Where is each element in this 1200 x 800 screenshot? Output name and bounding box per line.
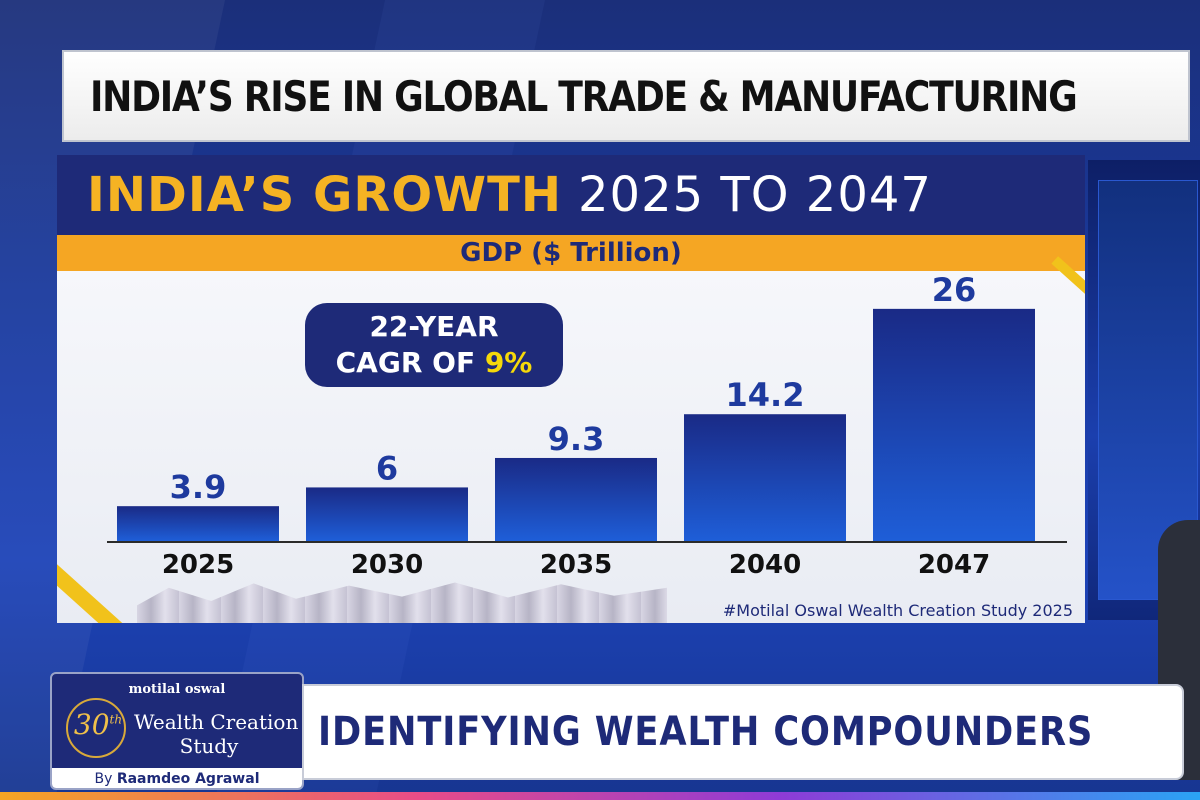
x-tick-2035: 2035 [540,550,612,580]
chart-title-range: 2025 TO 2047 [578,167,932,223]
chart-title-highlight: INDIA’S GROWTH [87,167,563,223]
bar-2035 [495,457,657,541]
chart-subtitle: GDP ($ Trillion) [57,235,1085,271]
study-title-line-1: Wealth Creation [134,710,299,734]
bar-2025 [117,506,279,541]
source-caption: #Motilal Oswal Wealth Creation Study 202… [722,601,1073,620]
cagr-line-2: CAGR OF 9% [335,346,533,379]
brand-name: motilal oswal [128,682,226,697]
value-label-2047: 26 [932,271,977,309]
study-title-line-2: Study [179,734,239,758]
headline-text: INDIA’S RISE IN GLOBAL TRADE & MANUFACTU… [90,71,1078,121]
value-label-2040: 14.2 [726,376,805,414]
x-tick-2025: 2025 [162,550,234,580]
value-label-2025: 3.9 [170,468,227,506]
studio-background [1088,160,1200,780]
bottom-color-strip [0,792,1200,800]
gdp-bar-chart: 3.9 2025 6 2030 9.3 2035 14.2 2040 26 2047 [107,271,1067,580]
bar-2030 [306,487,468,541]
cagr-line-1: 22-YEAR [369,310,499,343]
lower-third-bar: IDENTIFYING WEALTH COMPOUNDERS [302,684,1184,780]
bar-2040 [684,414,846,541]
byline: By Raamdeo Agrawal [52,768,302,788]
cagr-value: 9% [484,346,533,379]
x-tick-2040: 2040 [729,550,801,580]
x-tick-2030: 2030 [351,550,423,580]
headline-bar: INDIA’S RISE IN GLOBAL TRADE & MANUFACTU… [62,50,1190,142]
cagr-badge: 22-YEAR CAGR OF 9% [305,303,563,387]
study-logo: motilal oswal 30th Wealth Creation Study… [50,672,304,790]
chart-title-bar: INDIA’S GROWTH 2025 TO 2047 [57,155,1085,235]
edition-ring-icon [66,698,126,758]
value-label-2035: 9.3 [548,420,605,458]
lower-third-text: IDENTIFYING WEALTH COMPOUNDERS [318,709,1094,755]
chart-panel: INDIA’S GROWTH 2025 TO 2047 GDP ($ Trill… [57,155,1085,623]
value-label-2030: 6 [376,449,398,487]
bar-2047 [873,308,1035,541]
edition-number: 30th [73,708,123,741]
x-tick-2047: 2047 [918,550,990,580]
